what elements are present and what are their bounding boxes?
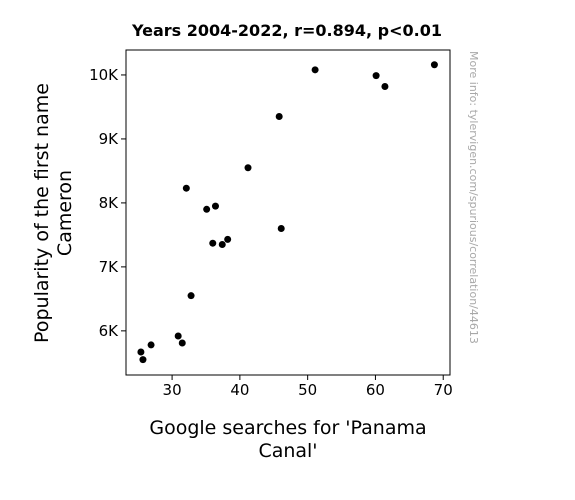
data-point bbox=[211, 202, 219, 210]
data-point bbox=[381, 82, 389, 90]
x-tick-label: 60 bbox=[366, 381, 385, 399]
x-axis-ticks: 30 40 50 60 70 bbox=[163, 375, 453, 399]
x-axis-label-line-2: Canal' bbox=[258, 440, 317, 462]
data-point bbox=[147, 341, 155, 349]
data-point bbox=[430, 61, 438, 69]
chart-title: Years 2004-2022, r=0.894, p<0.01 bbox=[131, 21, 442, 40]
y-tick-label: 10K bbox=[89, 66, 119, 84]
data-point bbox=[209, 239, 217, 247]
data-points bbox=[137, 61, 438, 364]
x-tick-label: 50 bbox=[298, 381, 317, 399]
x-tick-label: 30 bbox=[163, 381, 182, 399]
watermark: More info: tylervigen.com/spurious/corre… bbox=[467, 51, 480, 344]
data-point bbox=[182, 184, 190, 192]
data-point bbox=[137, 348, 145, 356]
data-point bbox=[372, 72, 380, 80]
data-point bbox=[224, 235, 232, 243]
x-axis-label-line-1: Google searches for 'Panama bbox=[149, 417, 426, 439]
data-point bbox=[178, 339, 186, 347]
data-point bbox=[244, 164, 252, 172]
y-tick-label: 9K bbox=[99, 130, 120, 148]
y-axis-label-line-1: Popularity of the first name bbox=[31, 83, 53, 343]
data-point bbox=[311, 66, 319, 74]
data-point bbox=[174, 332, 182, 340]
data-point bbox=[139, 356, 147, 364]
data-point bbox=[187, 292, 195, 300]
y-tick-label: 6K bbox=[99, 322, 120, 340]
x-tick-label: 40 bbox=[230, 381, 249, 399]
y-axis-label-line-2: Cameron bbox=[54, 170, 76, 256]
data-point bbox=[277, 224, 285, 232]
x-tick-label: 70 bbox=[434, 381, 453, 399]
y-axis-ticks: 6K 7K 8K 9K 10K bbox=[89, 66, 126, 340]
plot-area bbox=[125, 49, 451, 376]
y-tick-label: 7K bbox=[99, 258, 120, 276]
data-point bbox=[203, 205, 211, 213]
data-point bbox=[275, 113, 283, 121]
y-tick-label: 8K bbox=[99, 194, 120, 212]
data-point bbox=[218, 240, 226, 248]
